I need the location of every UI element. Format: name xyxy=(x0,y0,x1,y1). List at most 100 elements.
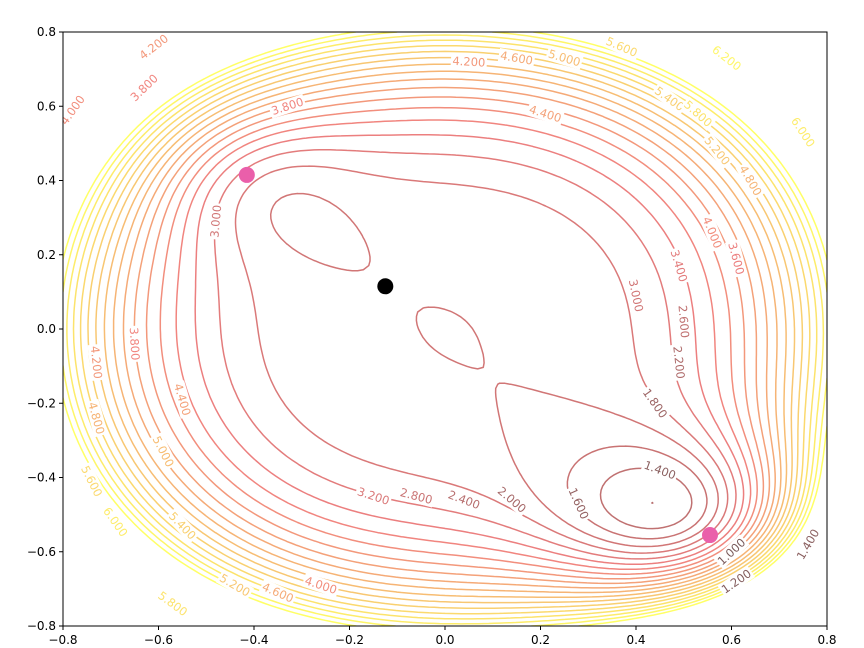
contour-level-3.6 xyxy=(194,134,745,566)
contour-label-text: 4.200 xyxy=(452,54,486,70)
contour-level-4.8 xyxy=(112,70,782,594)
x-tick-label: 0.4 xyxy=(626,633,645,647)
contour-label: 3.600 xyxy=(724,239,748,278)
contour-label: 4.000 xyxy=(699,213,726,252)
contour-label: 2.400 xyxy=(444,486,484,513)
contour-label: 2.600 xyxy=(675,303,693,341)
y-tick-label: 0.0 xyxy=(37,322,56,336)
contour-level-3.8 xyxy=(175,119,752,571)
contour-label: 1.400 xyxy=(640,457,680,483)
contour-level-6.0 xyxy=(66,34,825,625)
x-tick-label: −0.8 xyxy=(48,633,77,647)
contour-label-text: 4.000 xyxy=(700,215,725,251)
contour-label-text: 5.200 xyxy=(217,571,252,600)
contour-label-text: 4.000 xyxy=(303,573,339,597)
x-tick-label: −0.2 xyxy=(335,633,364,647)
y-tick-label: 0.4 xyxy=(37,174,56,188)
contour-label: 5.600 xyxy=(77,461,107,501)
contour-label-text: 5.600 xyxy=(78,463,105,499)
contour-label: 4.200 xyxy=(135,31,173,64)
contour-label: 4.000 xyxy=(301,572,341,598)
contour-label: 3.800 xyxy=(126,70,163,106)
contour-label-text: 5.800 xyxy=(155,588,190,619)
contour-level-5.2 xyxy=(95,56,796,604)
contour-label-text: 3.400 xyxy=(668,248,691,284)
contour-label: 3.000 xyxy=(625,276,647,315)
x-tick-label: −0.4 xyxy=(239,633,268,647)
contour-label-text: 6.000 xyxy=(788,115,818,150)
contour-label-text: 2.200 xyxy=(670,345,687,379)
y-tick-label: −0.2 xyxy=(27,396,56,410)
x-tick-label: −0.6 xyxy=(144,633,173,647)
contour-label-text: 2.600 xyxy=(676,305,693,339)
contour-label-text: 4.400 xyxy=(527,102,563,125)
contour-label-text: 1.600 xyxy=(566,486,592,522)
contour-label-text: 4.000 xyxy=(57,93,88,128)
contour-label-text: 3.800 xyxy=(270,95,306,118)
point-markers xyxy=(238,166,719,544)
contour-label: 5.600 xyxy=(602,33,641,61)
contour-label-text: 6.200 xyxy=(709,42,744,73)
y-tick-label: 0.6 xyxy=(37,99,56,113)
saddle-point-marker xyxy=(377,278,394,295)
contour-label: 3.800 xyxy=(126,325,143,363)
x-tick-label: 0.0 xyxy=(435,633,454,647)
contour-level-2.4 xyxy=(651,501,654,504)
x-axis: −0.8 −0.6 −0.4 −0.2 0.0 0.2 0.4 0.6 0.8 xyxy=(48,626,837,647)
contour-label: 4.400 xyxy=(170,380,195,419)
contour-level-2.8 xyxy=(566,445,708,540)
contour-label-text: 4.800 xyxy=(736,163,765,199)
contour-label: 1.800 xyxy=(638,384,672,423)
contour-label: 2.000 xyxy=(493,482,531,517)
x-tick-label: 0.2 xyxy=(531,633,550,647)
y-axis: −0.8 −0.6 −0.4 −0.2 0.0 0.2 0.4 0.6 0.8 xyxy=(27,25,63,633)
contour-label-text: 2.800 xyxy=(399,485,434,507)
contour-label-text: 4.600 xyxy=(499,48,534,67)
y-tick-label: 0.8 xyxy=(37,25,56,39)
contour-label-text: 4.200 xyxy=(136,31,171,62)
contour-label: 6.200 xyxy=(708,41,746,75)
y-tick-label: −0.6 xyxy=(27,545,56,559)
x-tick-label: 0.6 xyxy=(722,633,741,647)
contour-label-text: 3.000 xyxy=(207,204,224,238)
minimum-marker xyxy=(702,527,719,544)
contour-label-text: 1.800 xyxy=(640,386,670,421)
contour-label: 4.400 xyxy=(526,101,565,126)
contour-label-text: 3.800 xyxy=(127,327,143,361)
contour-label: 3.000 xyxy=(207,202,225,240)
contour-label-text: 5.600 xyxy=(604,34,640,60)
contour-label-text: 5.000 xyxy=(150,434,177,470)
contour-level-4.0 xyxy=(159,106,758,575)
contour-label-text: 2.400 xyxy=(446,487,482,512)
contour-label-text: 4.400 xyxy=(171,382,194,418)
contour-level-6.2 xyxy=(63,32,827,626)
contour-label-text: 1.400 xyxy=(642,458,678,483)
contour-level-2.6 xyxy=(599,467,693,530)
contour-label: 4.200 xyxy=(450,53,488,70)
contour-label: 3.200 xyxy=(354,483,393,509)
contour-label: 5.800 xyxy=(154,587,192,620)
contour-label-text: 1.400 xyxy=(794,527,823,563)
contour-label-text: 3.200 xyxy=(356,484,392,508)
contour-label: 4.600 xyxy=(497,48,536,68)
contour-level-3.0 xyxy=(269,192,719,548)
y-tick-label: 0.2 xyxy=(37,248,56,262)
contour-label-text: 3.000 xyxy=(626,278,646,313)
contour-label-text: 4.200 xyxy=(88,345,105,379)
contour-label: 1.600 xyxy=(564,484,593,523)
contour-level-6.4 xyxy=(63,32,827,626)
contour-label: 4.200 xyxy=(87,343,106,382)
y-tick-label: −0.8 xyxy=(27,619,56,633)
contour-label: 6.000 xyxy=(99,503,132,541)
contour-label-text: 3.600 xyxy=(725,241,747,276)
contour-level-5.4 xyxy=(87,50,804,609)
minimum-marker xyxy=(238,166,255,183)
contour-label-text: 3.800 xyxy=(127,71,160,104)
contour-label: 5.000 xyxy=(545,46,584,70)
contour-label: 3.400 xyxy=(667,246,691,286)
contour-label: 5.000 xyxy=(148,432,178,471)
contour-level-4.4 xyxy=(133,86,771,585)
contour-label-text: 6.000 xyxy=(100,505,131,540)
contour-label-text: 2.000 xyxy=(495,484,529,516)
